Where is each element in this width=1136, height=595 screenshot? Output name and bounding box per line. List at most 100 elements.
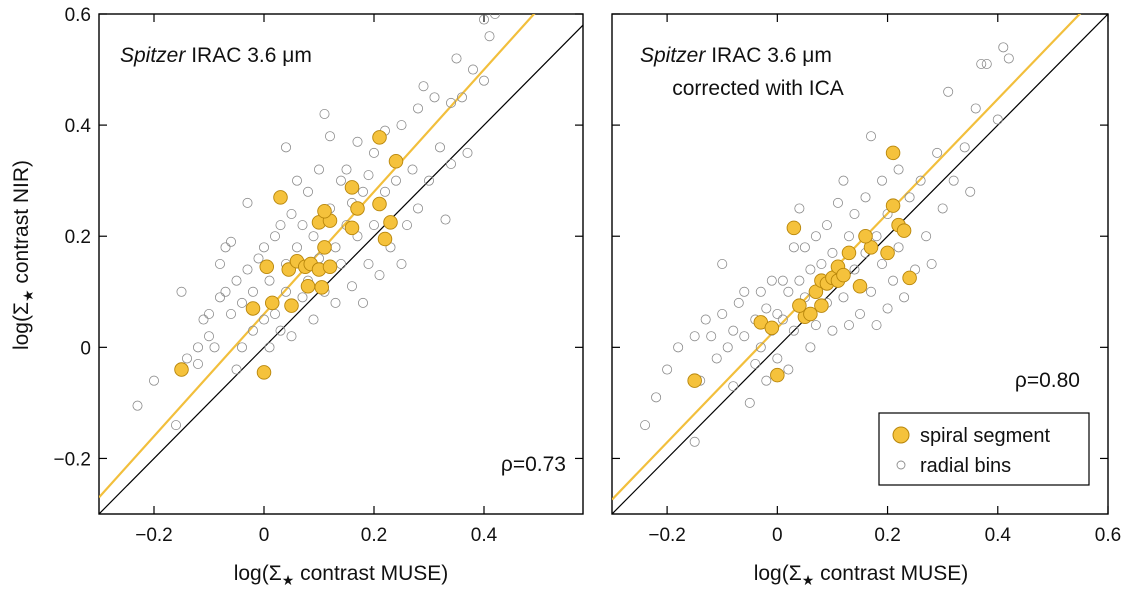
- radial-bin-point: [440, 214, 451, 225]
- x-tick-label: −0.2: [648, 525, 686, 546]
- y-tick-label: −0.2: [53, 449, 91, 470]
- radial-bin-point: [965, 186, 976, 197]
- radial-bin-point: [357, 186, 368, 197]
- radial-bin-point: [198, 314, 209, 325]
- radial-bin-point: [805, 264, 816, 275]
- radial-bin-point: [418, 81, 429, 92]
- panel-subtitle-right: corrected with ICA: [672, 77, 844, 100]
- radial-bin-point: [700, 314, 711, 325]
- radial-bin-point: [1003, 53, 1014, 64]
- legend-box: [878, 412, 1090, 486]
- spiral-segment-point: [300, 278, 316, 294]
- y-axis-label: log(Σ★ contrast NIR): [10, 160, 36, 350]
- radial-bin-point: [357, 297, 368, 308]
- radial-bin-point: [341, 164, 352, 175]
- radial-bin-point: [717, 308, 728, 319]
- radial-bin-point: [275, 325, 286, 336]
- spiral-segment-point: [814, 298, 829, 313]
- radial-bin-point: [363, 170, 374, 181]
- radial-bin-point: [275, 220, 286, 231]
- legend-marker-radial-bins: [896, 460, 906, 470]
- radial-bin-point: [467, 64, 478, 75]
- radial-bin-point: [242, 264, 253, 275]
- radial-bin-point: [783, 286, 794, 297]
- radial-bin-point: [689, 331, 700, 342]
- spiral-segment-point: [885, 198, 901, 213]
- radial-bin-point: [445, 97, 456, 108]
- x-tick-label: 0.2: [874, 525, 900, 546]
- spiral-segment-point: [786, 220, 802, 236]
- rho-label-right: ρ=0.80: [1015, 369, 1080, 392]
- spiral-segment-point: [350, 201, 365, 216]
- radial-bin-point: [209, 342, 220, 353]
- spiral-segment-point: [344, 180, 360, 195]
- spiral-segment-point: [764, 320, 780, 336]
- radial-bin-point: [297, 220, 308, 231]
- spiral-segment-point: [803, 306, 818, 322]
- radial-bin-point: [794, 275, 805, 286]
- radial-bin-point: [893, 242, 904, 253]
- radial-bin-point: [673, 342, 684, 353]
- radial-bin-point: [280, 142, 291, 153]
- one-to-one-line-left: [99, 24, 583, 514]
- radial-bin-point: [335, 258, 346, 269]
- plot-frame-left: [98, 13, 584, 515]
- radial-bin-point: [871, 231, 882, 242]
- radial-bin-point: [711, 353, 722, 364]
- radial-bin-point: [423, 175, 434, 186]
- radial-bin-point: [855, 308, 866, 319]
- radial-bin-point: [203, 331, 214, 342]
- radial-bin-point: [231, 364, 242, 375]
- radial-bin-point: [352, 136, 363, 147]
- fit-line-left: [99, 14, 536, 499]
- radial-bin-point: [959, 142, 970, 153]
- radial-bin-point: [258, 242, 269, 253]
- radial-bin-point: [777, 275, 788, 286]
- spiral-segment-point: [880, 245, 895, 261]
- radial-bin-point: [286, 331, 297, 342]
- radial-bin-point: [810, 231, 821, 242]
- radial-bin-point: [220, 286, 231, 297]
- radial-bin-point: [948, 175, 959, 186]
- legend-marker-spiral-segment: [892, 426, 910, 444]
- radial-bin-point: [456, 92, 467, 103]
- radial-bin-point: [324, 131, 335, 142]
- radial-bin-point: [451, 53, 462, 64]
- radial-bin-point: [225, 236, 236, 247]
- radial-bin-point: [363, 258, 374, 269]
- radial-bin-point: [651, 392, 662, 403]
- radial-bin-point: [766, 275, 777, 286]
- radial-bin-point: [810, 320, 821, 331]
- radial-bin-point: [390, 175, 401, 186]
- radial-bin-point: [943, 86, 954, 97]
- spiral-segment-point: [245, 301, 261, 316]
- radial-bin-point: [689, 436, 700, 447]
- x-tick-label: 0.4: [985, 525, 1012, 546]
- x-axis-label-left: log(Σ★ contrast MUSE): [234, 562, 449, 588]
- radial-bin-point: [772, 308, 783, 319]
- spiral-segment-point: [372, 130, 387, 145]
- x-tick-label: 0: [259, 525, 270, 546]
- radial-bin-point: [462, 147, 473, 158]
- radial-bin-point: [970, 103, 981, 114]
- spiral-segment-point: [314, 280, 330, 295]
- legend-label-radial-bins: radial bins: [920, 455, 1011, 477]
- x-tick-label: −0.2: [135, 525, 173, 546]
- radial-bin-point: [998, 42, 1009, 53]
- radial-bin-point: [788, 242, 799, 253]
- radial-bin-point: [788, 325, 799, 336]
- spiral-segment-point: [383, 215, 398, 230]
- radial-bin-point: [225, 308, 236, 319]
- radial-bin-point: [330, 297, 341, 308]
- radial-bin-point: [728, 381, 739, 392]
- radial-bin-point: [888, 275, 899, 286]
- y-tick-label: 0.4: [65, 116, 92, 137]
- spiral-segment-point: [317, 203, 332, 219]
- radial-bin-point: [932, 147, 943, 158]
- radial-bin-point: [396, 258, 407, 269]
- radial-bins-points-left: [132, 14, 500, 431]
- spiral-segment-point: [770, 367, 785, 383]
- spiral-segment-point: [174, 362, 189, 377]
- radial-bin-point: [269, 308, 280, 319]
- radial-bin-point: [772, 353, 783, 364]
